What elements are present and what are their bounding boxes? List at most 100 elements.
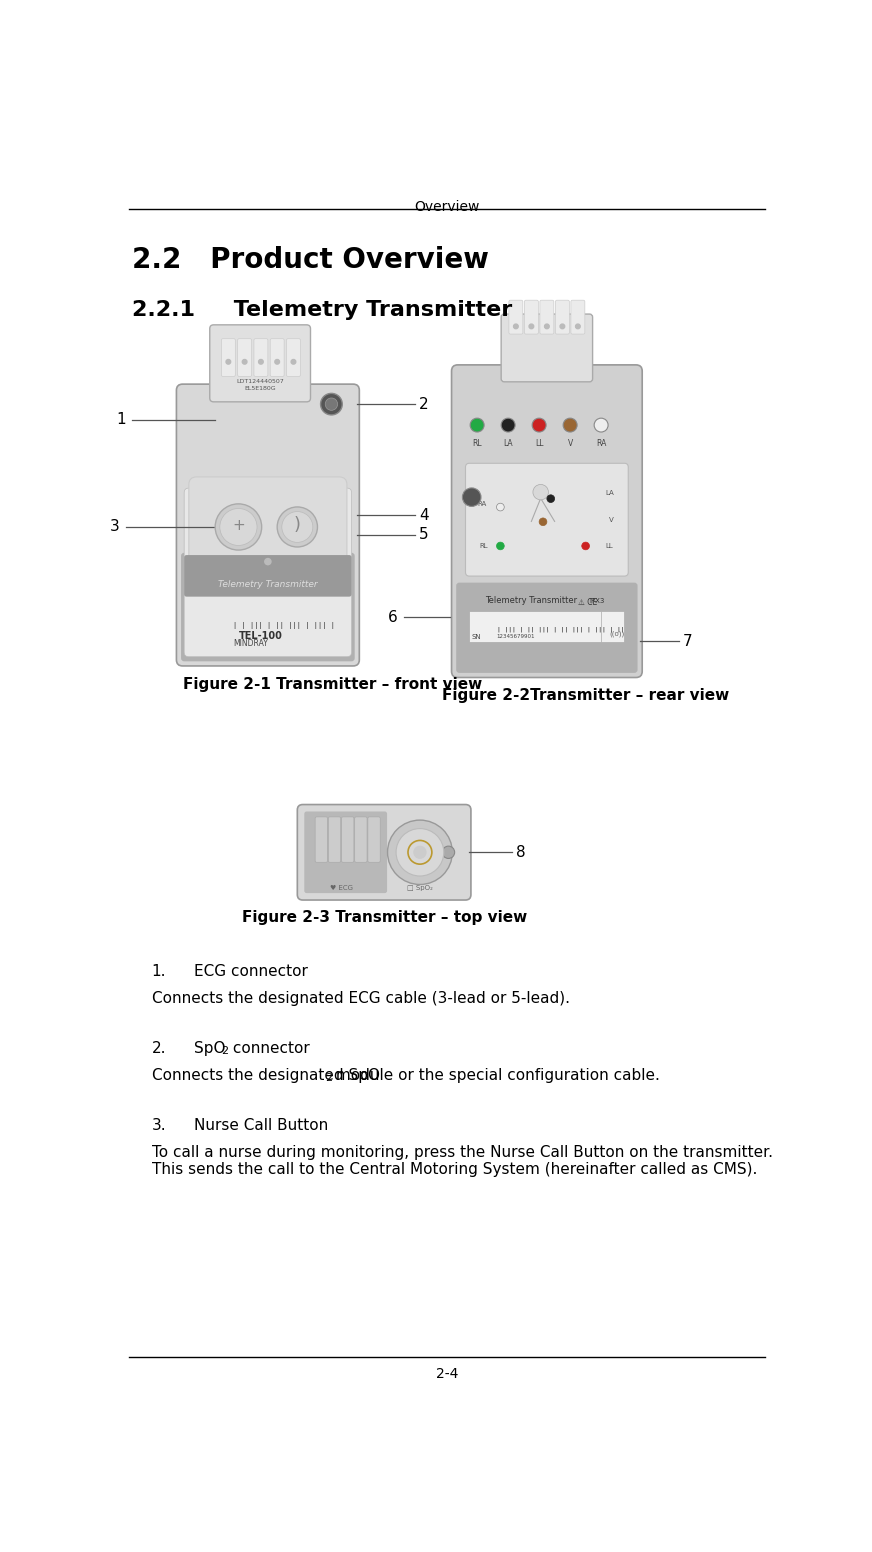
Circle shape [462,487,481,506]
FancyBboxPatch shape [509,300,523,334]
Text: MINDRAY: MINDRAY [233,639,268,649]
Text: RA: RA [477,501,487,508]
FancyBboxPatch shape [315,816,328,863]
Circle shape [529,324,534,329]
Circle shape [501,417,515,431]
Text: EL5E180G: EL5E180G [244,385,276,391]
Text: 2.2.1     Telemetry Transmitter: 2.2.1 Telemetry Transmitter [133,300,513,320]
Circle shape [215,504,262,549]
Circle shape [442,846,454,858]
Circle shape [582,542,589,549]
Circle shape [496,542,504,549]
FancyBboxPatch shape [270,338,284,377]
FancyBboxPatch shape [189,476,347,577]
Circle shape [291,360,296,365]
Text: connector: connector [228,1041,310,1055]
FancyBboxPatch shape [210,324,310,402]
Text: LDT124440507: LDT124440507 [236,379,284,383]
Text: ((o)): ((o)) [609,630,624,636]
Text: RA: RA [596,439,606,449]
Text: V: V [568,439,573,449]
Text: 6: 6 [387,610,398,625]
Text: SN: SN [472,635,481,641]
Circle shape [275,360,280,365]
Circle shape [576,324,580,329]
Text: □ SpO₂: □ SpO₂ [407,885,433,891]
Circle shape [533,484,548,500]
Text: 4: 4 [419,508,429,523]
Text: RL: RL [480,543,488,549]
Circle shape [496,503,504,511]
FancyBboxPatch shape [501,314,593,382]
Text: 7: 7 [683,633,692,649]
FancyBboxPatch shape [355,816,367,863]
Text: IPX3: IPX3 [589,598,605,604]
Text: 2.2   Product Overview: 2.2 Product Overview [133,247,489,275]
Text: Figure 2-2Transmitter – rear view: Figure 2-2Transmitter – rear view [442,688,730,703]
Text: | ||| | || ||| | || ||| | ||| | ||: | ||| | || ||| | || ||| | ||| | || [496,627,624,632]
Circle shape [265,559,271,565]
Text: Telemetry Transmitter: Telemetry Transmitter [486,596,577,605]
Text: 3: 3 [110,520,119,534]
Text: 12345679901: 12345679901 [496,635,535,639]
Text: Figure 2-1 Transmitter – front view: Figure 2-1 Transmitter – front view [182,677,482,692]
Text: Nurse Call Button: Nurse Call Button [194,1117,329,1133]
Text: Connects the designated ECG cable (3-lead or 5-lead).: Connects the designated ECG cable (3-lea… [152,990,569,1006]
Text: module or the special configuration cable.: module or the special configuration cabl… [331,1068,660,1083]
FancyBboxPatch shape [342,816,354,863]
FancyBboxPatch shape [555,300,569,334]
FancyBboxPatch shape [452,365,642,678]
Text: RL: RL [473,439,482,449]
Circle shape [470,417,484,431]
FancyBboxPatch shape [466,464,628,576]
Circle shape [532,417,546,431]
Text: ECG connector: ECG connector [194,964,308,979]
Text: LL: LL [535,439,543,449]
FancyBboxPatch shape [571,300,585,334]
FancyBboxPatch shape [368,816,380,863]
Circle shape [396,829,444,875]
Text: 2.: 2. [152,1041,167,1055]
Circle shape [414,846,426,858]
Text: | | ||| | || ||| | ||| |: | | ||| | || ||| | ||| | [233,622,335,629]
FancyBboxPatch shape [184,556,351,596]
FancyBboxPatch shape [297,804,471,900]
Circle shape [321,393,343,414]
Circle shape [563,417,577,431]
FancyBboxPatch shape [184,487,351,656]
Text: 3.: 3. [152,1117,167,1133]
Text: LA: LA [605,490,614,497]
Text: 2: 2 [419,397,429,411]
Text: 5: 5 [419,528,429,542]
FancyBboxPatch shape [221,338,235,377]
Text: SpO: SpO [194,1041,226,1055]
Circle shape [547,495,555,503]
Text: LA: LA [503,439,513,449]
Circle shape [282,512,313,542]
Text: Figure 2-3 Transmitter – top view: Figure 2-3 Transmitter – top view [242,909,527,925]
Text: This sends the call to the Central Motoring System (hereinafter called as CMS).: This sends the call to the Central Motor… [152,1162,757,1176]
FancyBboxPatch shape [601,611,624,643]
Text: LL: LL [605,543,613,549]
FancyBboxPatch shape [254,338,268,377]
Text: To call a nurse during monitoring, press the Nurse Call Button on the transmitte: To call a nurse during monitoring, press… [152,1145,773,1159]
Circle shape [539,518,547,526]
Circle shape [325,397,337,410]
Text: 2-4: 2-4 [436,1367,458,1381]
Text: 8: 8 [516,844,526,860]
FancyBboxPatch shape [469,611,624,643]
Circle shape [594,417,608,431]
Text: ⚠ CE: ⚠ CE [578,598,597,607]
Text: Overview: Overview [414,200,480,214]
Text: 1: 1 [117,411,126,427]
FancyBboxPatch shape [329,816,341,863]
FancyBboxPatch shape [304,812,387,892]
Circle shape [387,819,453,885]
Text: TEL-100: TEL-100 [238,632,283,641]
Text: ♥ ECG: ♥ ECG [330,885,353,891]
FancyBboxPatch shape [456,582,637,674]
Text: Connects the designated SpO: Connects the designated SpO [152,1068,379,1083]
FancyBboxPatch shape [524,300,538,334]
Text: V: V [609,517,614,523]
Circle shape [259,360,263,365]
